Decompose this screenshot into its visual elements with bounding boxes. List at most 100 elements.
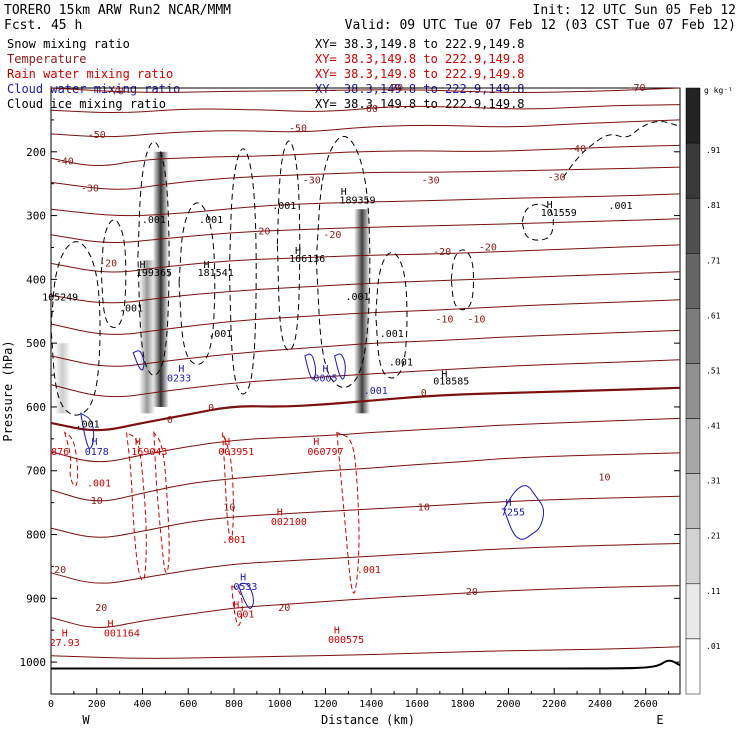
- snow-contour: [137, 141, 170, 376]
- legend-field-xy: XY= 38.3,149.8 to 222.9,149.8: [315, 97, 525, 111]
- isotherm-line: [50, 329, 681, 367]
- isotherm-line: [50, 244, 681, 273]
- legend-field-xy: XY= 38.3,149.8 to 222.9,149.8: [315, 67, 525, 81]
- cloud-water-contour: [238, 582, 254, 609]
- colorbar-label: .01: [706, 642, 721, 651]
- header-fcst: Fcst. 45 h: [4, 18, 82, 33]
- x-tick-label: 2600: [634, 699, 658, 710]
- cloud-ice-contour: [562, 121, 681, 178]
- isotherm-line: [50, 166, 681, 190]
- contour-label: -20: [323, 230, 341, 241]
- cloud-water-contour: [334, 353, 346, 380]
- contour-label: .001: [357, 565, 381, 576]
- contour-label: -70: [628, 83, 646, 94]
- y-tick-label: 800: [26, 529, 46, 542]
- contour-label: -60: [360, 104, 378, 115]
- rain-contour: [153, 430, 170, 573]
- colorbar-swatch: [685, 418, 701, 474]
- terrain-surface: [51, 659, 681, 670]
- colorbar-swatch: [685, 142, 701, 199]
- contour-label: 000575: [328, 635, 364, 646]
- isotherm-line: [50, 104, 681, 114]
- contour-label: .001: [364, 386, 388, 397]
- legend-field-xy: XY= 38.3,149.8 to 222.9,149.8: [315, 37, 525, 51]
- x-tick-label: 2000: [496, 699, 520, 710]
- ice-shading-layer: [54, 151, 371, 414]
- contour-label: -30: [303, 176, 321, 187]
- contour-label: .001: [389, 357, 413, 368]
- cloud-water-contour: [132, 350, 145, 371]
- contour-label: 0233: [167, 373, 191, 384]
- contour-label: H: [135, 437, 141, 448]
- snow-contour: [50, 241, 101, 416]
- rain-contour: [231, 584, 243, 626]
- contour-label: -70: [385, 83, 403, 94]
- contour-label: 003951: [218, 447, 254, 458]
- y-tick-label: 300: [26, 210, 46, 223]
- y-tick-label: 400: [26, 273, 46, 286]
- x-tick-label: 600: [179, 699, 197, 710]
- colorbar-label: .41: [706, 422, 721, 431]
- colorbar-label: .91: [706, 146, 721, 155]
- contour-label: H: [204, 260, 210, 271]
- x-axis-east-label: E: [656, 713, 663, 727]
- rain-contour: [336, 431, 360, 594]
- contour-label: H: [139, 260, 145, 271]
- cloud-water-contours: [80, 350, 545, 609]
- colorbar-swatch: [685, 583, 701, 640]
- contour-label: .001: [119, 303, 143, 314]
- legend-field-xy: XY= 38.3,149.8 to 222.9,149.8: [315, 82, 525, 96]
- isotherm-line: [50, 646, 681, 659]
- contour-label: .001: [208, 329, 232, 340]
- contour-label: H: [341, 187, 347, 198]
- contour-label: H: [178, 364, 184, 375]
- contour-label: .001: [380, 329, 404, 340]
- contour-label: H: [62, 629, 68, 640]
- terrain-line: [51, 659, 681, 670]
- field-legend: Snow mixing ratio XY= 38.3,149.8 to 222.9…: [7, 37, 525, 111]
- contour-label: 189359: [339, 195, 375, 206]
- contour-label: .001: [345, 292, 369, 303]
- contour-label: 0005: [313, 373, 337, 384]
- snow-contour: [450, 249, 475, 311]
- contour-label: H: [322, 364, 328, 375]
- rain-contour: [222, 432, 234, 541]
- rain-contour: [125, 431, 147, 581]
- y-tick-label: 700: [26, 465, 46, 478]
- colorbar-swatch: [685, 473, 701, 529]
- isotherm-line: [50, 495, 681, 538]
- contour-label: .001: [199, 215, 223, 226]
- contour-label: 0533: [233, 582, 257, 593]
- x-tick-label: 800: [225, 699, 243, 710]
- header-title: TORERO 15km ARW Run2 NCAR/MMM: [4, 3, 231, 18]
- snow-contour: [315, 135, 371, 388]
- ice-shading-column: [54, 343, 71, 414]
- contour-label: 165249: [42, 292, 78, 303]
- x-axis: 0 200 400 600 800 1000 1200 1400 1600 1800 2000 220…: [48, 688, 670, 710]
- contour-label: 018585: [433, 377, 469, 388]
- x-tick-label: 1600: [405, 699, 429, 710]
- snow-contour: [276, 140, 301, 351]
- contour-label: 199365: [136, 268, 172, 279]
- contour-label: -30: [422, 176, 440, 187]
- x-tick-label: 400: [133, 699, 151, 710]
- contour-label: 060797: [307, 447, 343, 458]
- legend-field-name: Cloud ice mixing ratio: [7, 97, 166, 111]
- colorbar-swatch: [685, 638, 701, 695]
- x-tick-label: 2400: [588, 699, 612, 710]
- contour-label: 20: [95, 603, 107, 614]
- colorbar-label: .21: [706, 532, 721, 541]
- contour-label: 002100: [271, 517, 307, 528]
- x-tick-label: 1200: [313, 699, 337, 710]
- isotherm-line: [50, 452, 681, 502]
- colorbar-label: .11: [706, 587, 721, 596]
- legend-field-name: Rain water mixing ratio: [7, 67, 173, 81]
- contour-label: -20: [252, 227, 270, 238]
- contour-label: H: [441, 370, 447, 381]
- contour-label: H: [295, 246, 301, 257]
- x-tick-label: 1000: [268, 699, 292, 710]
- plot-frame: [50, 87, 681, 695]
- colorbar-swatch: [685, 253, 701, 309]
- contour-annotations: -70 -70 -70 -60 -50 -50 -40 -40 -30 -30 -30 -30 -20 -…: [42, 83, 645, 649]
- x-axis-label: Distance (km): [321, 713, 415, 727]
